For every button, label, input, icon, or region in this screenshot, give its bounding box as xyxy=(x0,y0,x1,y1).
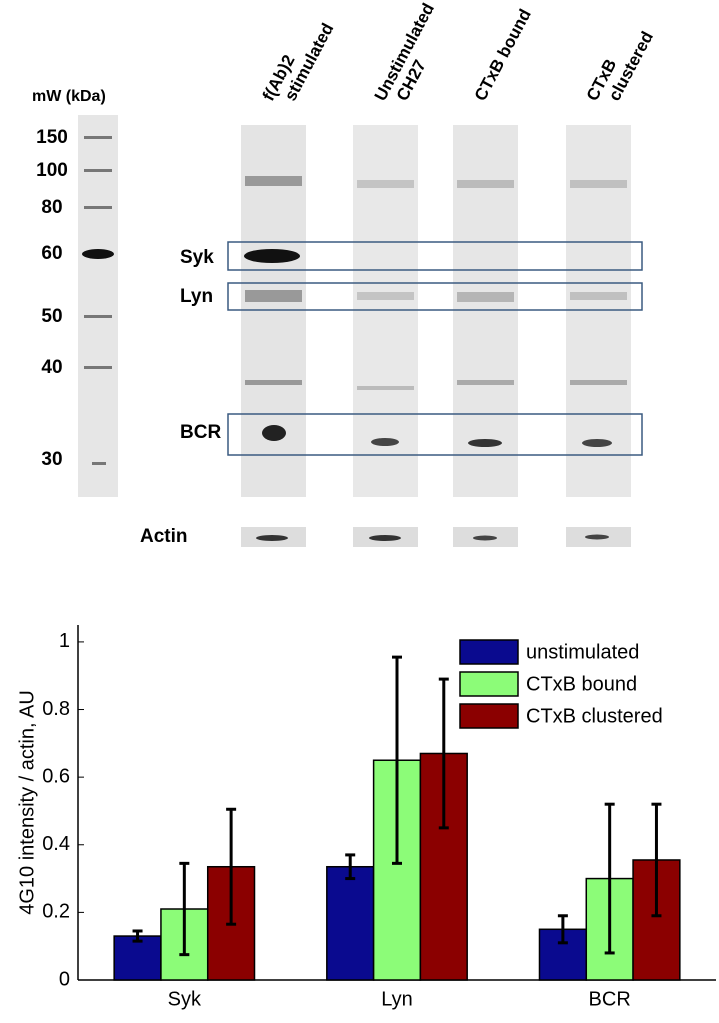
error-bar xyxy=(132,929,143,943)
marker-label: 100 xyxy=(36,160,68,181)
error-bar xyxy=(345,853,356,881)
y-axis-label: 4G10 intensity / actin, AU xyxy=(16,690,38,915)
actin-label: Actin xyxy=(140,526,188,547)
legend-swatch xyxy=(459,703,519,729)
marker-label: 150 xyxy=(36,127,68,148)
marker-bands xyxy=(84,136,112,465)
bcr-band xyxy=(468,439,502,447)
legend-label: CTxB clustered xyxy=(526,705,663,727)
legend-swatch xyxy=(459,639,519,665)
x-tick-label: Syk xyxy=(168,988,202,1010)
bar xyxy=(326,865,375,981)
marker-label: 60 xyxy=(41,243,62,264)
error-bar xyxy=(438,677,449,830)
bar xyxy=(113,935,162,981)
marker-label: 40 xyxy=(41,357,62,378)
band-label: Lyn xyxy=(180,286,213,307)
marker-lane xyxy=(78,115,118,497)
lane-bands xyxy=(245,176,627,390)
error-bar xyxy=(651,802,662,918)
x-tick-label: Lyn xyxy=(381,988,413,1010)
marker-label: 50 xyxy=(41,306,62,327)
y-tick-label: 1 xyxy=(59,630,70,652)
error-bar xyxy=(179,861,190,957)
band-label: BCR xyxy=(180,422,221,443)
legend-label: CTxB bound xyxy=(526,673,637,695)
error-bar xyxy=(226,807,237,926)
y-tick-label: 0.8 xyxy=(42,698,70,720)
error-bar xyxy=(392,655,402,865)
marker-band xyxy=(82,249,114,259)
band-boxes xyxy=(227,241,643,456)
y-tick-label: 0.6 xyxy=(42,765,70,787)
actin-strips xyxy=(241,527,631,547)
y-tick-label: 0.4 xyxy=(42,833,70,855)
lane-label: CTxB bound xyxy=(471,6,535,104)
bcr-band xyxy=(371,438,399,446)
marker-label: 30 xyxy=(41,449,62,470)
error-bar xyxy=(557,914,568,945)
legend-swatch xyxy=(459,671,519,697)
band-label: Syk xyxy=(180,247,214,268)
marker-label: 80 xyxy=(41,197,62,218)
syk-band xyxy=(244,249,300,263)
bar-chart: 0 0.2 0.4 0.6 0.8 1 4G10 intensity / actin, AU… xyxy=(16,625,716,1010)
x-tick-label: BCR xyxy=(589,988,631,1010)
y-tick-label: 0 xyxy=(59,968,70,990)
marker-title: mW (kDa) xyxy=(32,88,106,105)
error-bar xyxy=(604,802,615,955)
bcr-band xyxy=(262,425,286,441)
western-blot: mW (kDa) Actin xyxy=(32,88,643,547)
bcr-band xyxy=(582,439,612,447)
legend-label: unstimulated xyxy=(526,641,639,663)
y-tick-label: 0.2 xyxy=(42,901,70,923)
